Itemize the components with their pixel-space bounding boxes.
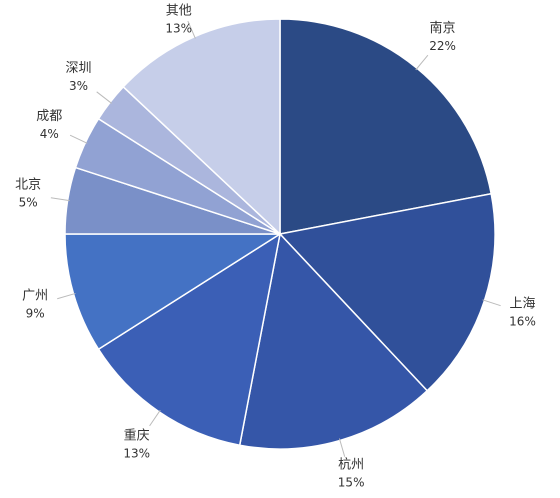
slice-value-label: 16% [509, 314, 536, 328]
leader-line [69, 134, 88, 144]
leader-line [50, 197, 70, 202]
slice-value-label: 3% [69, 79, 88, 93]
slice-value-label: 5% [19, 196, 38, 210]
slice-label: 广州 [22, 289, 48, 304]
slice-label: 杭州 [338, 458, 364, 473]
slice-value-label: 13% [123, 446, 150, 460]
slice-value-label: 22% [429, 39, 456, 53]
slice-value-label: 15% [338, 476, 365, 490]
leader-line [149, 409, 161, 427]
leader-line [96, 91, 113, 104]
leader-line [482, 299, 501, 307]
slice-label: 重庆 [124, 427, 150, 443]
slice-label: 成都 [36, 109, 62, 124]
slice-label: 深圳 [66, 61, 92, 76]
slice-label: 其他 [166, 4, 192, 19]
slice-label: 北京 [15, 178, 41, 193]
slice-value-label: 4% [40, 127, 59, 141]
slice-value-label: 13% [165, 22, 192, 36]
slice-label: 南京 [430, 20, 456, 36]
leader-line [338, 438, 346, 457]
leader-line [187, 20, 196, 39]
slice-label: 上海 [510, 296, 536, 311]
leader-line [415, 54, 429, 71]
slice-value-label: 9% [26, 307, 45, 321]
leader-line [57, 292, 76, 300]
